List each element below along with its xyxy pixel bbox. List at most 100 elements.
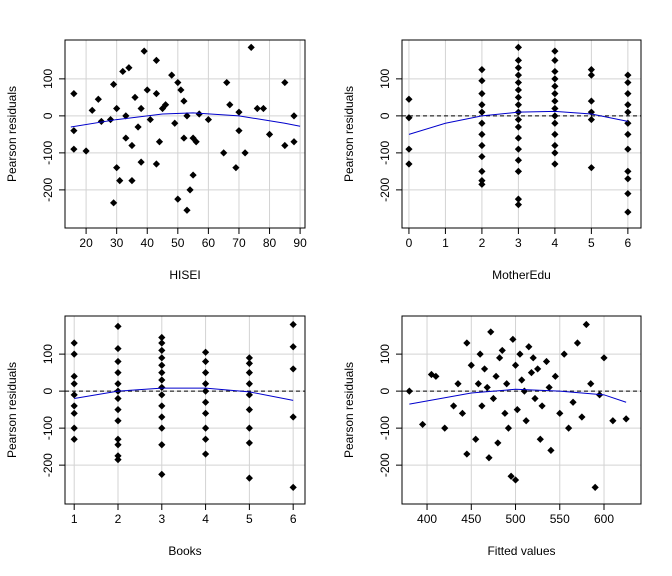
point <box>514 156 522 164</box>
point <box>114 417 122 425</box>
point <box>201 369 210 377</box>
point <box>538 402 546 410</box>
point <box>591 483 599 491</box>
y-tick-label: -200 <box>41 178 55 202</box>
point <box>289 413 297 421</box>
y-tick-label: 0 <box>378 112 392 119</box>
y-tick-label: 0 <box>41 387 55 394</box>
point <box>201 424 210 432</box>
point <box>245 406 253 414</box>
point <box>168 71 176 79</box>
point <box>624 167 632 175</box>
point <box>158 383 166 392</box>
point <box>137 158 145 166</box>
point <box>235 127 243 135</box>
point <box>514 115 522 124</box>
point <box>527 369 536 377</box>
point <box>122 112 130 120</box>
y-tick-label: -100 <box>378 141 392 165</box>
point <box>551 149 559 157</box>
point <box>600 354 608 362</box>
x-tick-label: 1 <box>71 512 78 526</box>
point <box>201 409 210 417</box>
point <box>518 376 526 384</box>
point <box>529 354 537 362</box>
point <box>547 446 555 454</box>
point <box>94 95 102 103</box>
point <box>161 101 170 109</box>
point <box>201 435 210 443</box>
point <box>534 365 542 373</box>
point <box>158 346 166 355</box>
point <box>587 164 595 172</box>
x-tick-label: 5 <box>588 236 595 250</box>
point <box>587 66 595 74</box>
point <box>478 119 486 127</box>
x-tick-label: 6 <box>290 512 297 526</box>
y-tick-label: 100 <box>41 69 55 89</box>
point <box>504 424 513 432</box>
point <box>281 141 289 150</box>
x-tick-label: 5 <box>246 512 253 526</box>
x-tick-label: 0 <box>406 236 413 250</box>
point <box>514 56 522 64</box>
smooth-line <box>408 110 628 135</box>
point <box>582 320 590 329</box>
point <box>516 350 524 358</box>
point <box>501 409 509 417</box>
point <box>551 75 559 83</box>
point <box>189 171 197 179</box>
x-tick-label: 3 <box>158 512 165 526</box>
point <box>143 86 151 94</box>
point <box>419 420 427 429</box>
point <box>545 383 553 392</box>
point <box>507 472 515 480</box>
y-tick-label: 0 <box>41 112 55 119</box>
point <box>622 415 630 423</box>
point <box>158 361 166 369</box>
point <box>114 380 122 388</box>
point <box>514 93 522 101</box>
point <box>624 119 632 127</box>
point <box>232 164 240 172</box>
point <box>158 470 166 478</box>
point <box>158 391 166 399</box>
point <box>514 71 522 79</box>
point <box>183 206 191 214</box>
point <box>624 101 632 109</box>
point <box>624 108 632 116</box>
point <box>551 119 559 127</box>
point <box>114 452 122 460</box>
point <box>106 115 115 124</box>
point <box>624 189 632 198</box>
point <box>587 380 595 388</box>
point <box>97 117 105 126</box>
point <box>180 134 188 142</box>
x-tick-label: 600 <box>594 512 614 526</box>
point <box>551 47 559 55</box>
point <box>235 108 243 116</box>
y-tick-label: -100 <box>41 416 55 440</box>
y-tick-label: 100 <box>378 344 392 364</box>
point <box>478 90 486 98</box>
point <box>70 350 78 358</box>
x-axis-label: MotherEdu <box>492 268 551 282</box>
point <box>624 90 632 98</box>
point <box>195 110 203 118</box>
x-tick-label: 4 <box>202 512 209 526</box>
x-tick-label: 70 <box>232 236 246 250</box>
point <box>220 149 228 157</box>
point <box>223 78 231 87</box>
y-tick-label: -100 <box>41 141 55 165</box>
plot-frame <box>64 39 306 229</box>
point <box>265 130 274 138</box>
point <box>113 164 121 172</box>
y-tick-label: 100 <box>378 69 392 89</box>
point <box>449 402 458 410</box>
point <box>489 394 498 403</box>
point <box>624 71 632 79</box>
point <box>114 369 122 377</box>
x-axis-label: HISEI <box>169 268 200 282</box>
point <box>122 134 130 142</box>
